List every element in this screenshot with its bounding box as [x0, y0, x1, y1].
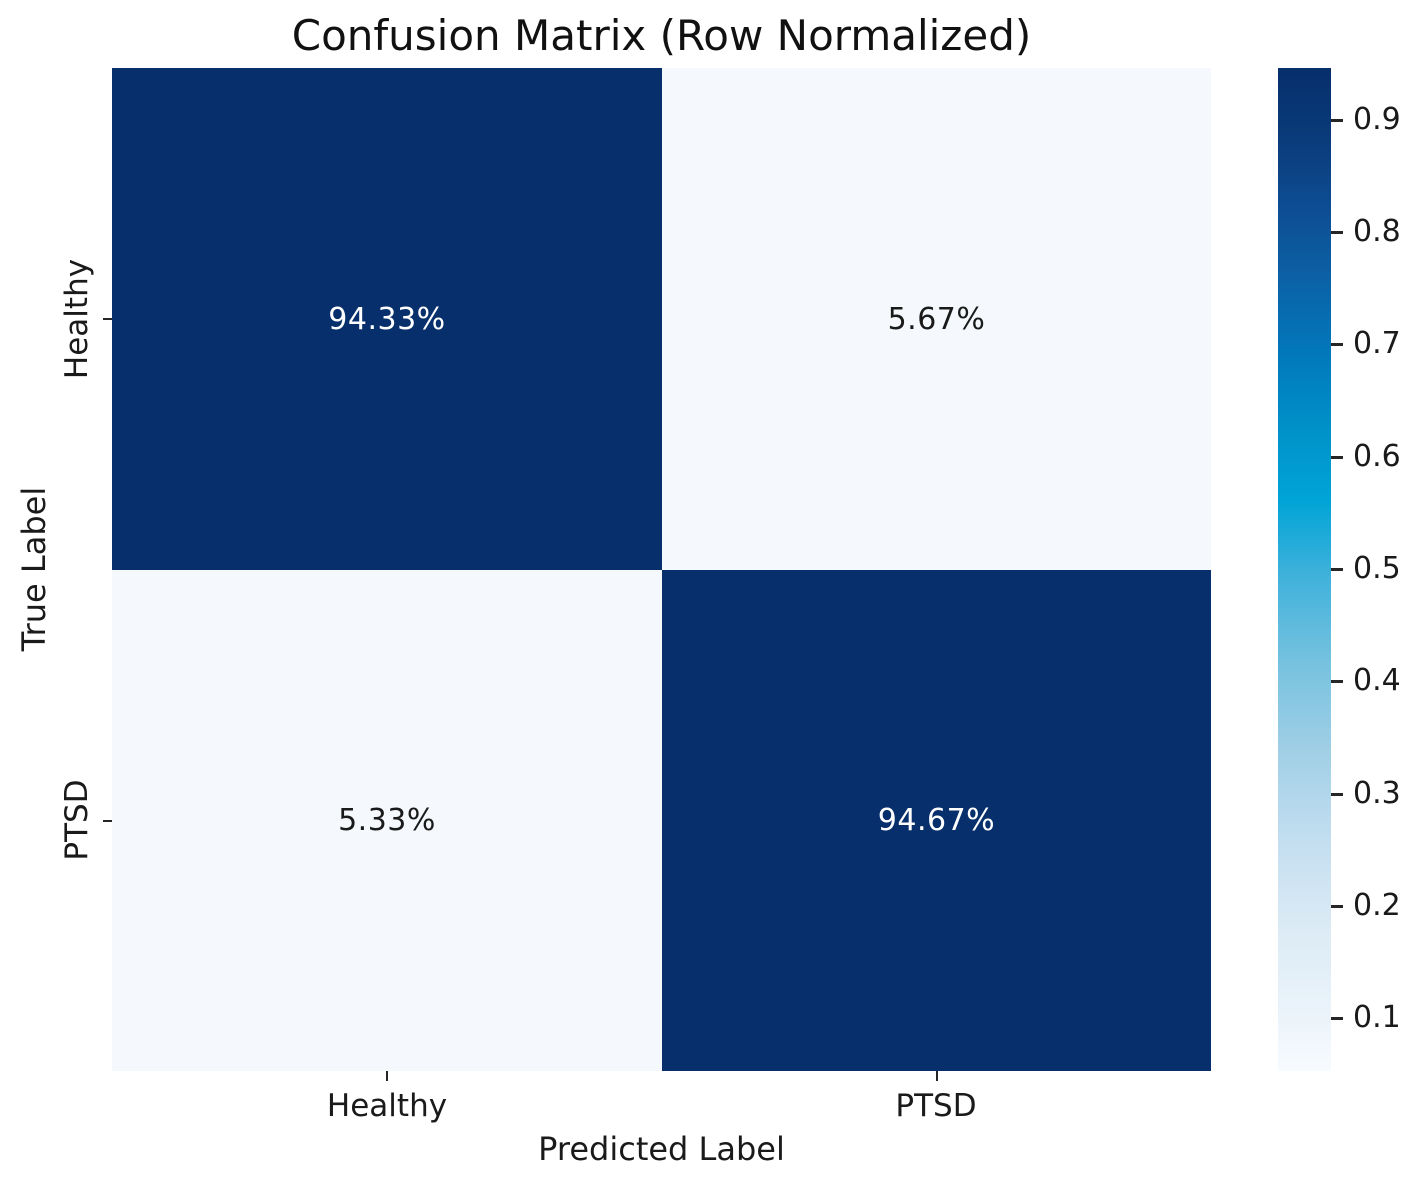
colorbar: 0.1 0.2 0.3 0.4 0.5 0.6 0.7 0.8 0.9	[1278, 68, 1401, 1071]
colorbar-tick-mark	[1331, 680, 1343, 684]
colorbar-tick-label: 0.6	[1353, 438, 1401, 474]
cell-value-label: 5.67%	[887, 301, 986, 337]
heatmap-cell-true-healthy-pred-healthy: 94.33%	[112, 68, 662, 570]
colorbar-tick-mark	[1331, 568, 1343, 571]
x-tick-mark-ptsd	[936, 1071, 938, 1081]
cell-value-label: 5.33%	[338, 803, 436, 838]
colorbar-tick-mark	[1331, 343, 1343, 347]
colorbar-tick-mark	[1331, 904, 1343, 908]
colorbar-tick-mark	[1331, 1017, 1343, 1021]
cell-value-label: 94.33%	[328, 301, 446, 337]
y-tick-mark-ptsd	[103, 820, 112, 822]
y-tick-label-ptsd: PTSD	[59, 779, 95, 861]
colorbar-tick-label: 0.2	[1353, 887, 1401, 923]
colorbar-tick-mark	[1331, 792, 1343, 796]
y-tick-label-healthy: Healthy	[59, 258, 95, 380]
colorbar-tick-label: 0.9	[1353, 101, 1401, 137]
colorbar-tick-mark	[1331, 231, 1343, 235]
y-tick-mark-healthy	[103, 318, 112, 320]
x-tick-label-ptsd: PTSD	[895, 1088, 977, 1124]
colorbar-tick-label: 0.4	[1353, 663, 1401, 699]
x-tick-mark-healthy	[386, 1071, 388, 1081]
x-tick-label-healthy: Healthy	[326, 1088, 448, 1124]
colorbar-tick-mark	[1331, 118, 1343, 122]
colorbar-tick-label: 0.5	[1353, 551, 1401, 586]
y-axis-label: True Label	[15, 486, 53, 652]
colorbar-tick-label: 0.7	[1353, 326, 1401, 362]
heatmap-cell-true-ptsd-pred-ptsd: 94.67%	[662, 570, 1211, 1071]
x-axis-label: Predicted Label	[538, 1130, 785, 1168]
colorbar-tick-mark	[1331, 455, 1343, 459]
colorbar-tick-label: 0.3	[1353, 775, 1401, 811]
colorbar-gradient	[1278, 68, 1331, 1071]
heatmap-cell-true-healthy-pred-ptsd: 5.67%	[662, 68, 1211, 570]
colorbar-tick-label: 0.8	[1353, 214, 1401, 250]
heatmap-cell-true-ptsd-pred-healthy: 5.33%	[112, 570, 662, 1071]
chart-title: Confusion Matrix (Row Normalized)	[291, 11, 1032, 60]
cell-value-label: 94.67%	[877, 803, 996, 838]
heatmap-grid: 94.33% 5.67% 5.33% 94.67%	[112, 68, 1211, 1071]
colorbar-tick-label: 0.1	[1353, 1000, 1401, 1036]
